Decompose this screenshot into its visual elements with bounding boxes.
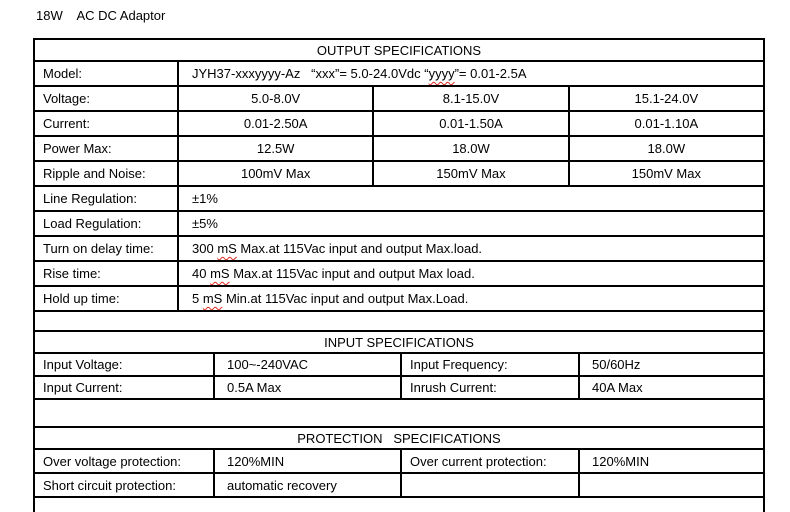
- cell-value: 5.0-8.0V: [179, 87, 375, 112]
- table-row-input-voltage: Input Voltage: 100~-240VAC Input Frequen…: [35, 354, 765, 377]
- spacer-row: [35, 498, 765, 512]
- table-row-power-max: Power Max: 12.5W 18.0W 18.0W: [35, 137, 765, 162]
- cell-value: 150mV Max: [569, 162, 765, 187]
- table-row-short-circuit: Short circuit protection: automatic reco…: [35, 474, 765, 498]
- row-label: Line Regulation:: [35, 187, 179, 212]
- table-row-voltage: Voltage: 5.0-8.0V 8.1-15.0V 15.1-24.0V: [35, 87, 765, 112]
- table-row-turn-on-delay: Turn on delay time: 300 mS Max.at 115Vac…: [35, 237, 765, 262]
- row-label: Power Max:: [35, 137, 179, 162]
- output-section-header: OUTPUT SPECIFICATIONS: [35, 40, 765, 62]
- value-text: ±1%: [192, 191, 218, 206]
- value-text: Min.at 115Vac input and output Max.Load.: [222, 291, 469, 306]
- empty-cell: [35, 498, 765, 512]
- cell-value: 300 mS Max.at 115Vac input and output Ma…: [179, 237, 765, 262]
- cell-value: 120%MIN: [215, 450, 402, 474]
- cell-value: 0.01-2.50A: [179, 112, 375, 137]
- spacer-row: [35, 312, 765, 332]
- spec-table: OUTPUT SPECIFICATIONS Model: JYH37-xxxyy…: [33, 38, 765, 512]
- cell-value: 8.1-15.0V: [374, 87, 570, 112]
- cell-value: 40A Max: [580, 377, 765, 400]
- cell-value: automatic recovery: [215, 474, 402, 498]
- misspelled-text: mS: [210, 266, 230, 281]
- empty-cell: [580, 474, 765, 498]
- cell-value: 0.5A Max: [215, 377, 402, 400]
- cell-value: 40 mS Max.at 115Vac input and output Max…: [179, 262, 765, 287]
- row-label: Rise time:: [35, 262, 179, 287]
- row-label: Input Voltage:: [35, 354, 215, 377]
- cell-value: 150mV Max: [374, 162, 570, 187]
- misspelled-text: mS: [202, 291, 223, 306]
- cell-value: 15.1-24.0V: [569, 87, 765, 112]
- table-row-input-current: Input Current: 0.5A Max Inrush Current: …: [35, 377, 765, 400]
- cell-value: 18.0W: [374, 137, 570, 162]
- cell-value: ±5%: [179, 212, 765, 237]
- table-row-over-voltage: Over voltage protection: 120%MIN Over cu…: [35, 450, 765, 474]
- row-label-model: Model:: [35, 62, 179, 87]
- cell-value: 12.5W: [179, 137, 375, 162]
- row-label: Input Frequency:: [402, 354, 580, 377]
- table-row-current: Current: 0.01-2.50A 0.01-1.50A 0.01-1.10…: [35, 112, 765, 137]
- row-label: Ripple and Noise:: [35, 162, 179, 187]
- misspelled-text: mS: [217, 241, 237, 256]
- table-row-rise-time: Rise time: 40 mS Max.at 115Vac input and…: [35, 262, 765, 287]
- protection-section-header: PROTECTION SPECIFICATIONS: [35, 428, 765, 450]
- empty-cell: [35, 400, 765, 428]
- empty-cell: [35, 312, 765, 332]
- empty-cell: [402, 474, 580, 498]
- cell-value: 120%MIN: [580, 450, 765, 474]
- table-row-ripple-noise: Ripple and Noise: 100mV Max 150mV Max 15…: [35, 162, 765, 187]
- row-label: Load Regulation:: [35, 212, 179, 237]
- spacer-row: [35, 400, 765, 428]
- row-label: Hold up time:: [35, 287, 179, 312]
- row-label: Inrush Current:: [402, 377, 580, 400]
- cell-value: ±1%: [179, 187, 765, 212]
- cell-value: 0.01-1.10A: [569, 112, 765, 137]
- document-title: 18W AC DC Adaptor: [36, 8, 166, 23]
- cell-value: 5 mS Min.at 115Vac input and output Max.…: [179, 287, 765, 312]
- table-row-load-regulation: Load Regulation: ±5%: [35, 212, 765, 237]
- protection-header-row: PROTECTION SPECIFICATIONS: [35, 428, 765, 450]
- row-label: Over voltage protection:: [35, 450, 215, 474]
- misspelled-text: yyyy: [428, 66, 455, 81]
- output-header-row: OUTPUT SPECIFICATIONS: [35, 40, 765, 62]
- value-text: 40: [192, 266, 211, 281]
- cell-value: 100mV Max: [179, 162, 375, 187]
- value-text: 5: [192, 291, 203, 306]
- cell-value: 0.01-1.50A: [374, 112, 570, 137]
- model-value-cell: JYH37-xxxyyyy-Az “xxx”= 5.0-24.0Vdc “yyy…: [179, 62, 765, 87]
- table-row-line-regulation: Line Regulation: ±1%: [35, 187, 765, 212]
- row-label: Input Current:: [35, 377, 215, 400]
- model-value-text-post: ”= 0.01-2.5A: [454, 66, 527, 81]
- row-label: Voltage:: [35, 87, 179, 112]
- row-label: Turn on delay time:: [35, 237, 179, 262]
- row-label: Current:: [35, 112, 179, 137]
- input-section-header: INPUT SPECIFICATIONS: [35, 332, 765, 354]
- row-label: Short circuit protection:: [35, 474, 215, 498]
- cell-value: 50/60Hz: [580, 354, 765, 377]
- model-value-text-pre: JYH37-xxxyyyy-Az “xxx”= 5.0-24.0Vdc “: [192, 66, 429, 81]
- table-row-model: Model: JYH37-xxxyyyy-Az “xxx”= 5.0-24.0V…: [35, 62, 765, 87]
- value-text: ±5%: [192, 216, 218, 231]
- input-header-row: INPUT SPECIFICATIONS: [35, 332, 765, 354]
- cell-value: 100~-240VAC: [215, 354, 402, 377]
- value-text: 300: [192, 241, 218, 256]
- cell-value: 18.0W: [569, 137, 765, 162]
- value-text: Max.at 115Vac input and output Max load.: [229, 266, 475, 281]
- value-text: Max.at 115Vac input and output Max.load.: [236, 241, 483, 256]
- row-label: Over current protection:: [402, 450, 580, 474]
- table-row-hold-up-time: Hold up time: 5 mS Min.at 115Vac input a…: [35, 287, 765, 312]
